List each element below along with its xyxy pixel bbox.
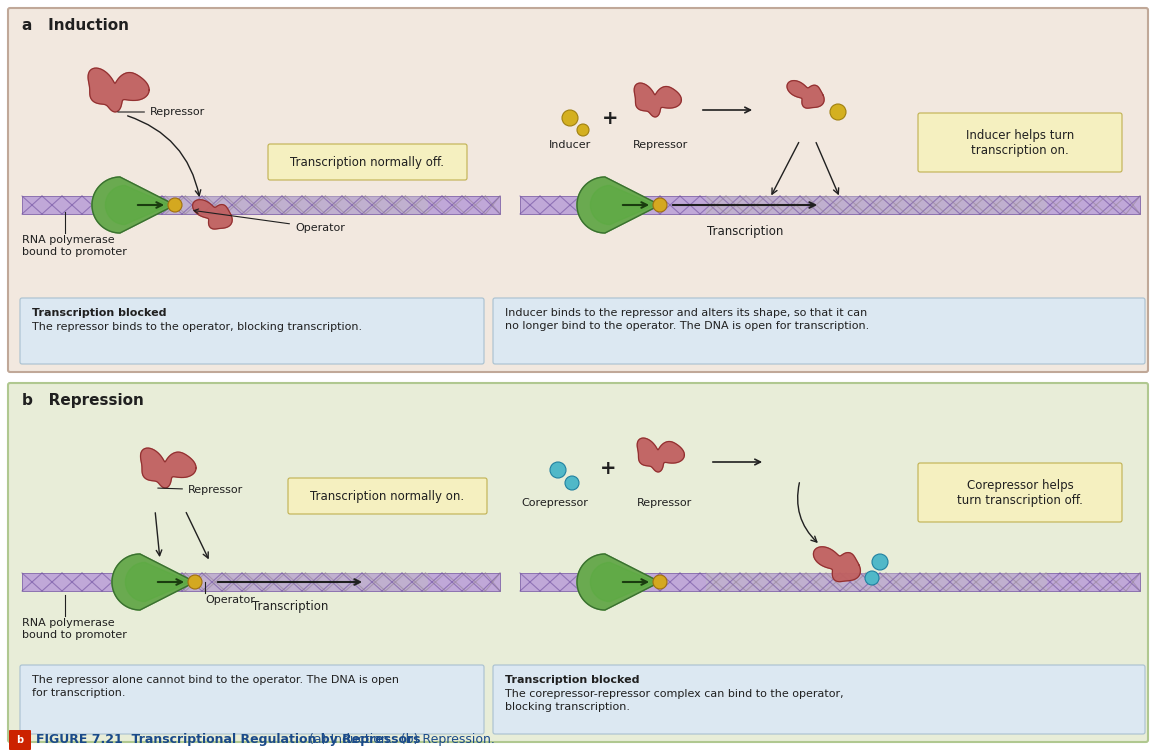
Text: Inducer binds to the repressor and alters its shape, so that it can
no longer bi: Inducer binds to the repressor and alter… — [505, 308, 869, 331]
Text: Inducer helps turn
transcription on.: Inducer helps turn transcription on. — [966, 129, 1074, 157]
Polygon shape — [112, 554, 195, 610]
Text: FIGURE 7.21  Transcriptional Regulation by Repressors: FIGURE 7.21 Transcriptional Regulation b… — [36, 733, 421, 746]
FancyBboxPatch shape — [268, 144, 467, 180]
Bar — [520, 196, 1140, 214]
Circle shape — [565, 476, 579, 490]
Polygon shape — [577, 177, 660, 233]
Bar — [165, 573, 429, 591]
Circle shape — [168, 198, 181, 212]
FancyBboxPatch shape — [9, 730, 31, 750]
FancyBboxPatch shape — [492, 665, 1144, 734]
FancyBboxPatch shape — [918, 113, 1122, 172]
Bar — [520, 573, 1140, 591]
Bar — [706, 196, 1047, 214]
Circle shape — [550, 462, 566, 478]
Text: The repressor binds to the operator, blocking transcription.: The repressor binds to the operator, blo… — [32, 322, 362, 332]
Text: b   Repression: b Repression — [22, 393, 143, 408]
Text: Transcription blocked: Transcription blocked — [32, 308, 166, 318]
Text: The corepressor-repressor complex can bind to the operator,
blocking transcripti: The corepressor-repressor complex can bi… — [505, 689, 844, 712]
FancyBboxPatch shape — [492, 298, 1144, 364]
Text: Transcription blocked: Transcription blocked — [505, 675, 639, 685]
Text: Operator: Operator — [205, 595, 254, 605]
Polygon shape — [125, 562, 190, 602]
Text: Repressor: Repressor — [118, 107, 206, 117]
FancyBboxPatch shape — [8, 383, 1148, 742]
Bar — [22, 573, 501, 591]
Text: RNA polymerase
bound to promoter: RNA polymerase bound to promoter — [22, 235, 127, 257]
Text: Operator: Operator — [194, 209, 344, 233]
Text: Repressor: Repressor — [157, 485, 243, 495]
Polygon shape — [591, 562, 655, 602]
Circle shape — [188, 575, 202, 589]
FancyBboxPatch shape — [288, 478, 487, 514]
Text: RNA polymerase
bound to promoter: RNA polymerase bound to promoter — [22, 618, 127, 639]
Polygon shape — [814, 547, 860, 581]
Polygon shape — [193, 200, 232, 229]
FancyBboxPatch shape — [20, 665, 484, 734]
Text: Corepressor helps
turn transcription off.: Corepressor helps turn transcription off… — [957, 478, 1083, 507]
Text: Transcription normally off.: Transcription normally off. — [290, 156, 445, 169]
Polygon shape — [92, 177, 175, 233]
Circle shape — [865, 571, 879, 585]
Circle shape — [653, 575, 667, 589]
Text: Transcription: Transcription — [252, 600, 328, 613]
Polygon shape — [591, 185, 655, 224]
Text: Corepressor: Corepressor — [521, 498, 588, 508]
Text: +: + — [602, 108, 618, 127]
Bar — [165, 196, 429, 214]
Polygon shape — [635, 83, 681, 117]
Polygon shape — [787, 81, 824, 108]
Text: The repressor alone cannot bind to the operator. The DNA is open
for transcripti: The repressor alone cannot bind to the o… — [32, 675, 399, 698]
FancyBboxPatch shape — [918, 463, 1122, 522]
Polygon shape — [105, 185, 170, 224]
Bar — [706, 573, 1047, 591]
Text: Transcription normally on.: Transcription normally on. — [311, 489, 465, 502]
Circle shape — [577, 124, 590, 136]
Circle shape — [830, 104, 846, 120]
Bar — [22, 196, 501, 214]
Polygon shape — [141, 448, 197, 488]
Text: Inducer: Inducer — [549, 140, 591, 150]
Text: Repressor: Repressor — [637, 498, 692, 508]
FancyBboxPatch shape — [20, 298, 484, 364]
Polygon shape — [88, 68, 149, 112]
Circle shape — [872, 554, 888, 570]
Text: Repressor: Repressor — [632, 140, 688, 150]
Text: Transcription: Transcription — [706, 225, 783, 238]
FancyBboxPatch shape — [8, 8, 1148, 372]
Text: a   Induction: a Induction — [22, 18, 129, 33]
Circle shape — [653, 198, 667, 212]
Polygon shape — [577, 554, 660, 610]
Text: +: + — [600, 459, 616, 477]
Polygon shape — [637, 438, 684, 472]
Circle shape — [562, 110, 578, 126]
Text: b: b — [16, 735, 23, 745]
Text: (a) Induction.  (b) Repression.: (a) Induction. (b) Repression. — [301, 733, 495, 746]
